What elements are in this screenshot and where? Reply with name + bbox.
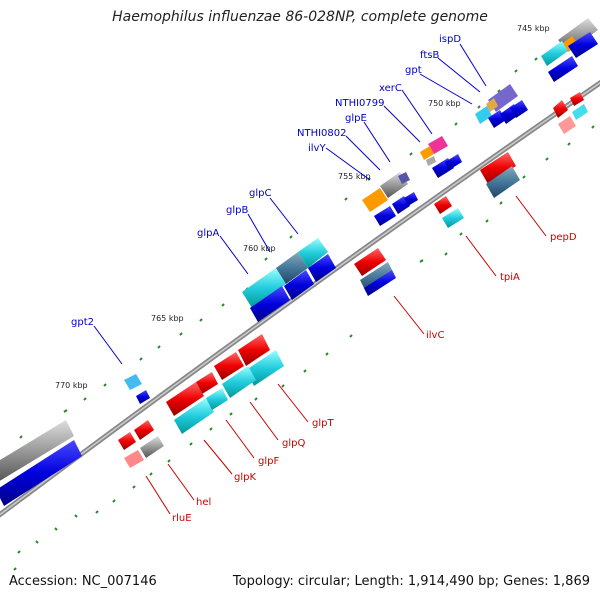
genome-backbone xyxy=(0,79,600,518)
gene-label-forward: glpC xyxy=(249,188,271,199)
gene-label-forward: ispD xyxy=(439,34,461,45)
kbp-label: 750 kbp xyxy=(428,99,461,108)
map-title: Haemophilus influenzae 86-028NP, complet… xyxy=(112,9,488,25)
gene-label-reverse: glpQ xyxy=(282,438,305,449)
forward-features xyxy=(0,18,598,506)
gene-label-forward: gpt xyxy=(405,65,422,76)
gene-label-forward: NTHI0802 xyxy=(297,128,347,139)
kbp-scale: 745 kbp 750 kbp 755 kbp 760 kbp 765 kbp … xyxy=(55,24,550,390)
gene-label-forward: NTHI0799 xyxy=(335,98,385,109)
gene-label-reverse: rluE xyxy=(172,513,192,524)
gene-label-reverse: ilvC xyxy=(426,330,444,341)
gene-label-forward: ftsB xyxy=(420,50,439,61)
gene-label-reverse: hel xyxy=(196,497,211,508)
gene-label-forward: gpt2 xyxy=(71,317,94,328)
kbp-label: 745 kbp xyxy=(517,24,550,33)
reverse-features xyxy=(118,92,588,468)
gene-label-reverse: pepD xyxy=(550,232,577,243)
kbp-label: 765 kbp xyxy=(151,314,184,323)
tick-marks xyxy=(13,57,595,571)
gene-label-reverse: glpF xyxy=(258,456,279,467)
accession-label: Accession: NC_007146 xyxy=(9,574,157,589)
gene-label-forward: glpA xyxy=(197,228,219,239)
gene-label-forward: xerC xyxy=(379,83,402,94)
kbp-label: 760 kbp xyxy=(243,244,276,253)
reverse-gene-labels: pepD tpiA ilvC glpT glpQ glpF glpK hel r… xyxy=(145,195,577,524)
gene-label-forward: ilvY xyxy=(308,143,326,154)
genome-summary: Topology: circular; Length: 1,914,490 bp… xyxy=(232,574,590,589)
gene-label-reverse: tpiA xyxy=(500,272,520,283)
kbp-label: 770 kbp xyxy=(55,381,88,390)
gene-label-reverse: glpK xyxy=(234,472,256,483)
kbp-label: 755 kbp xyxy=(338,172,371,181)
forward-gene-labels: ispD ftsB gpt xerC NTHI0799 glpE NTHI080… xyxy=(71,34,487,365)
gene-label-reverse: glpT xyxy=(312,418,334,429)
gene-label-forward: glpE xyxy=(345,113,367,124)
gene-label-forward: glpB xyxy=(226,205,248,216)
